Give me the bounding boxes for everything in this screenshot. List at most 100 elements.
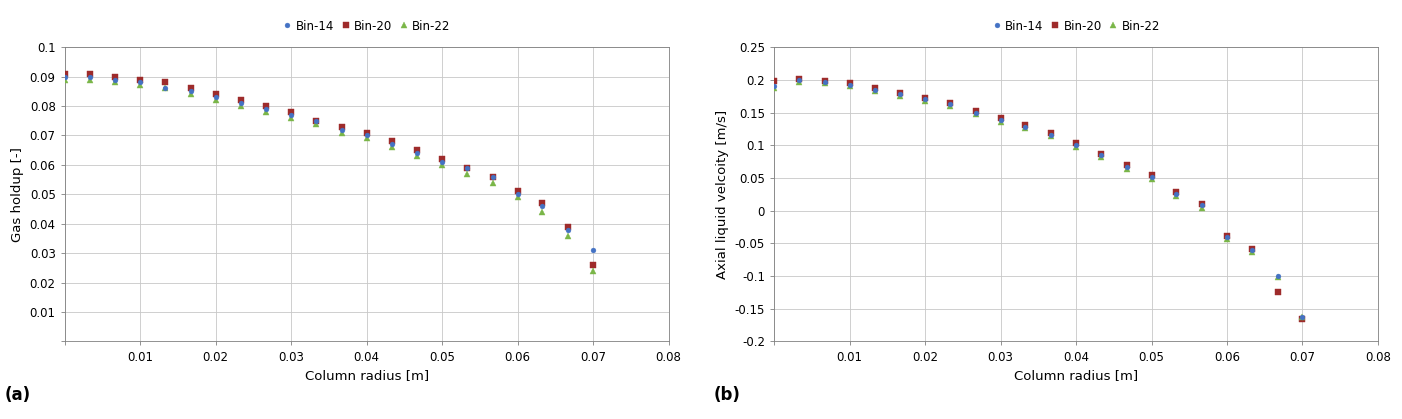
- Bin-22: [1218, 236, 1235, 241]
- Bin-14: [182, 89, 199, 94]
- Bin-20: [233, 98, 250, 103]
- Bin-20: [56, 71, 73, 76]
- Line: Bin-14: Bin-14: [771, 78, 1305, 320]
- Bin-14: [1193, 203, 1210, 208]
- Bin-22: [182, 92, 199, 97]
- Bin-20: [866, 85, 883, 90]
- Bin-22: [1119, 166, 1136, 171]
- Bin-14: [1244, 247, 1260, 252]
- Bin-14: [132, 80, 149, 85]
- Bin-22: [258, 109, 275, 114]
- Bin-14: [892, 92, 908, 97]
- Bin-20: [1119, 163, 1136, 168]
- Bin-20: [383, 139, 400, 144]
- Bin-20: [458, 166, 475, 171]
- Bin-22: [81, 77, 98, 82]
- Bin-20: [107, 74, 123, 79]
- Bin-22: [307, 121, 324, 126]
- Bin-20: [1218, 233, 1235, 238]
- Bin-22: [791, 79, 808, 84]
- Bin-14: [107, 77, 123, 82]
- Bin-20: [132, 77, 149, 82]
- Bin-14: [56, 74, 73, 79]
- Bin-14: [484, 174, 501, 179]
- Bin-22: [892, 93, 908, 98]
- Bin-22: [458, 171, 475, 176]
- Line: Bin-22: Bin-22: [771, 79, 1305, 319]
- Bin-22: [816, 80, 833, 85]
- Bin-20: [1193, 202, 1210, 207]
- Bin-14: [233, 101, 250, 106]
- Y-axis label: Axial liquid velcoity [m/s]: Axial liquid velcoity [m/s]: [716, 110, 729, 279]
- Bin-14: [1168, 192, 1185, 197]
- Bin-20: [942, 100, 959, 105]
- X-axis label: Column radius [m]: Column radius [m]: [1014, 369, 1138, 382]
- Bin-14: [791, 78, 808, 83]
- Bin-14: [334, 127, 350, 132]
- Bin-20: [157, 80, 174, 85]
- Line: Bin-20: Bin-20: [771, 76, 1305, 321]
- Bin-20: [433, 156, 450, 161]
- Line: Bin-14: Bin-14: [62, 74, 596, 253]
- Bin-22: [107, 80, 123, 85]
- Bin-14: [307, 118, 324, 123]
- Bin-20: [993, 116, 1009, 121]
- Bin-20: [358, 130, 374, 135]
- Bin-14: [866, 87, 883, 92]
- Bin-22: [993, 119, 1009, 124]
- Bin-22: [1269, 275, 1286, 280]
- Bin-22: [534, 210, 551, 215]
- Bin-14: [458, 166, 475, 171]
- Bin-20: [258, 103, 275, 109]
- Bin-22: [207, 98, 224, 103]
- Bin-14: [283, 112, 300, 117]
- Bin-22: [132, 83, 149, 88]
- Bin-20: [509, 189, 526, 194]
- Bin-20: [1068, 141, 1085, 146]
- Bin-22: [358, 136, 374, 141]
- Bin-20: [1043, 130, 1060, 135]
- Bin-22: [157, 86, 174, 91]
- Bin-20: [816, 78, 833, 83]
- Bin-20: [334, 124, 350, 129]
- Bin-20: [1168, 190, 1185, 195]
- Bin-20: [484, 174, 501, 179]
- Bin-22: [1143, 177, 1159, 182]
- Bin-14: [207, 95, 224, 100]
- Bin-20: [1269, 290, 1286, 295]
- Bin-22: [917, 98, 934, 103]
- Bin-22: [283, 115, 300, 120]
- Bin-20: [1092, 151, 1109, 156]
- Bin-14: [816, 79, 833, 84]
- Bin-22: [484, 180, 501, 185]
- Bin-14: [409, 150, 426, 155]
- Bin-22: [334, 130, 350, 135]
- Bin-22: [841, 84, 858, 89]
- Bin-22: [1168, 194, 1185, 199]
- Bin-20: [559, 224, 576, 229]
- Bin-20: [1016, 122, 1033, 127]
- Bin-20: [81, 71, 98, 76]
- Bin-14: [1016, 124, 1033, 129]
- Bin-14: [383, 142, 400, 147]
- Bin-20: [841, 80, 858, 85]
- Bin-20: [307, 118, 324, 123]
- Bin-20: [967, 108, 984, 113]
- Bin-22: [1193, 206, 1210, 211]
- Bin-22: [1016, 126, 1033, 131]
- Bin-22: [1294, 314, 1311, 319]
- Bin-14: [1068, 143, 1085, 148]
- Bin-22: [967, 111, 984, 116]
- Bin-22: [433, 163, 450, 168]
- Bin-14: [1269, 274, 1286, 279]
- Bin-14: [559, 227, 576, 232]
- Bin-14: [509, 192, 526, 197]
- Bin-20: [207, 92, 224, 97]
- Bin-22: [233, 103, 250, 109]
- Bin-22: [765, 85, 782, 90]
- Bin-14: [358, 133, 374, 138]
- Bin-22: [1043, 134, 1060, 139]
- Bin-14: [433, 160, 450, 165]
- Bin-20: [791, 77, 808, 82]
- Bin-20: [1143, 173, 1159, 178]
